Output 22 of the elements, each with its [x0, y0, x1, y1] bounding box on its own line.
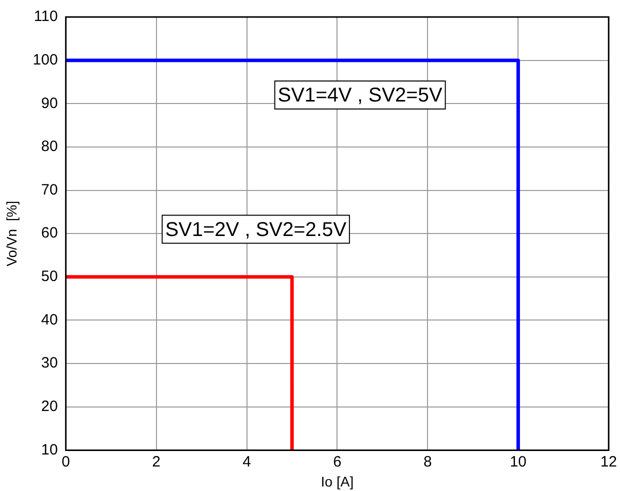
x-tick-label: 12 [600, 453, 617, 470]
y-tick-label: 70 [41, 181, 58, 198]
y-tick-label: 100 [32, 51, 58, 68]
x-axis-title: Io [A] [320, 473, 354, 490]
y-axis-title: Vo/Vn [%] [3, 200, 20, 266]
y-tick-label: 90 [41, 94, 58, 112]
x-tick-label: 0 [62, 453, 70, 470]
x-tick-label: 6 [333, 453, 342, 470]
y-tick-label: 30 [41, 354, 58, 372]
x-tick-label: 4 [242, 453, 251, 470]
y-tick-label: 40 [41, 311, 58, 328]
y-tick-label: 10 [41, 441, 58, 458]
annotation: SV1=4V , SV2=5V [278, 84, 443, 106]
x-tick-label: 2 [152, 453, 160, 470]
y-tick-label: 80 [41, 138, 58, 156]
y-tick-label: 20 [41, 398, 58, 416]
y-tick-label: 50 [41, 268, 58, 286]
y-tick-label: 60 [41, 224, 58, 242]
x-tick-label: 10 [510, 453, 527, 470]
x-tick-label: 8 [424, 453, 432, 470]
y-tick-label: 110 [34, 8, 58, 26]
annotation: SV1=2V , SV2=2.5V [165, 218, 348, 241]
